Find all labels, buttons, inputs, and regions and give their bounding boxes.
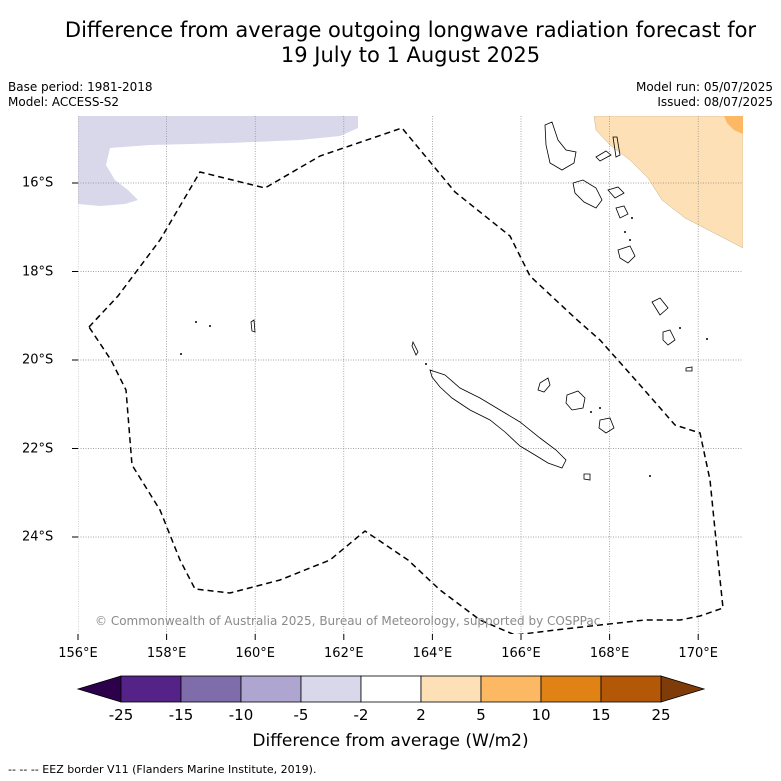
colorbar-bin-4 — [300, 675, 362, 703]
title-line-1: Difference from average outgoing longwav… — [64, 18, 757, 42]
island-ambae — [595, 150, 612, 162]
island-pines — [583, 473, 591, 481]
gridlines — [78, 116, 743, 634]
island-maewo — [612, 136, 621, 158]
island-tanna — [662, 329, 676, 346]
x-tick-label-1: 156°E — [58, 646, 98, 661]
base-period: Base period: 1981-2018 — [8, 80, 153, 94]
colorbar-label-8: 10 — [531, 706, 551, 724]
model-run: Model run: 05/07/2025 — [635, 80, 773, 94]
island-efate — [617, 245, 636, 264]
island-matthew — [685, 366, 693, 372]
eez-border — [88, 127, 724, 634]
colorbar-over-extension — [660, 675, 706, 703]
y-tick-label-3: 20°S — [22, 352, 54, 368]
x-tick-label-2: 158°E — [146, 646, 187, 661]
island-new-caledonia — [429, 369, 567, 469]
issued-date: Issued: 08/07/2025 — [657, 95, 773, 109]
island-belep — [411, 340, 419, 356]
map-background — [78, 116, 743, 634]
title-line-2: 19 July to 1 August 2025 — [280, 43, 541, 67]
axis-ticks — [72, 182, 699, 640]
anomaly-region-positive — [593, 116, 743, 249]
island-epi — [615, 205, 629, 219]
anomaly-region-positive-strong — [724, 116, 743, 134]
colorbar-bin-3 — [240, 675, 302, 703]
copyright-notice: © Commonwealth of Australia 2025, Bureau… — [95, 614, 601, 628]
island-ambrym — [607, 186, 625, 199]
x-tick-label-4: 162°E — [324, 646, 364, 661]
island-malekula — [572, 179, 603, 209]
island-espiritu-santo — [544, 121, 577, 171]
colorbar-label-4: -5 — [293, 706, 309, 724]
colorbar-bin-8 — [540, 675, 602, 703]
chart-title: Difference from average outgoing longwav… — [0, 18, 781, 68]
y-tick-label-2: 18°S — [22, 264, 54, 279]
legend-footnote: -- -- -- EEZ border V11 (Flanders Marine… — [8, 763, 317, 776]
x-tick-label-8: 170°E — [678, 646, 718, 661]
colorbar-label-3: -10 — [228, 706, 254, 724]
colorbar-label-7: 5 — [476, 706, 486, 724]
colorbar-bin-9 — [600, 675, 662, 703]
colorbar-label-1: -25 — [108, 706, 134, 724]
model-name: Model: ACCESS-S2 — [8, 95, 120, 109]
colorbar-bin-6 — [420, 675, 482, 703]
x-tick-label-5: 164°E — [412, 646, 453, 661]
colorbar-label-9: 15 — [591, 706, 611, 724]
anomaly-region-negative — [78, 116, 358, 206]
x-tick-label-3: 160°E — [235, 646, 275, 661]
island-chesterfield — [250, 319, 256, 333]
island-lifou — [565, 390, 586, 411]
colorbar-bin-5 — [360, 675, 422, 703]
x-tick-label-7: 168°E — [589, 646, 630, 661]
colorbar-label-10: 25 — [651, 706, 671, 724]
colorbar-label-2: -15 — [168, 706, 194, 724]
small-islets — [180, 217, 708, 477]
colorbar-bin-1 — [120, 675, 182, 703]
colorbar-title: Difference from average (W/m2) — [252, 731, 529, 751]
map-area — [78, 116, 743, 634]
y-tick-label-5: 24°S — [22, 529, 54, 545]
colorbar-label-6: 2 — [416, 706, 426, 724]
y-tick-label-4: 22°S — [22, 441, 54, 456]
colorbar-under-extension — [76, 675, 122, 703]
colorbar-label-5: -2 — [353, 706, 369, 724]
island-mare — [598, 417, 615, 434]
x-tick-label-6: 166°E — [501, 646, 541, 661]
island-ouvea — [537, 377, 551, 393]
meta-left: Base period: 1981-2018 Model: ACCESS-S2 — [8, 80, 153, 110]
colorbar — [76, 675, 706, 703]
island-erromango — [651, 297, 669, 316]
y-tick-label-1: 16°S — [22, 175, 54, 191]
meta-right: Model run: 05/07/2025 Issued: 08/07/2025 — [636, 80, 773, 110]
colorbar-bin-2 — [180, 675, 242, 703]
colorbar-bin-7 — [480, 675, 542, 703]
